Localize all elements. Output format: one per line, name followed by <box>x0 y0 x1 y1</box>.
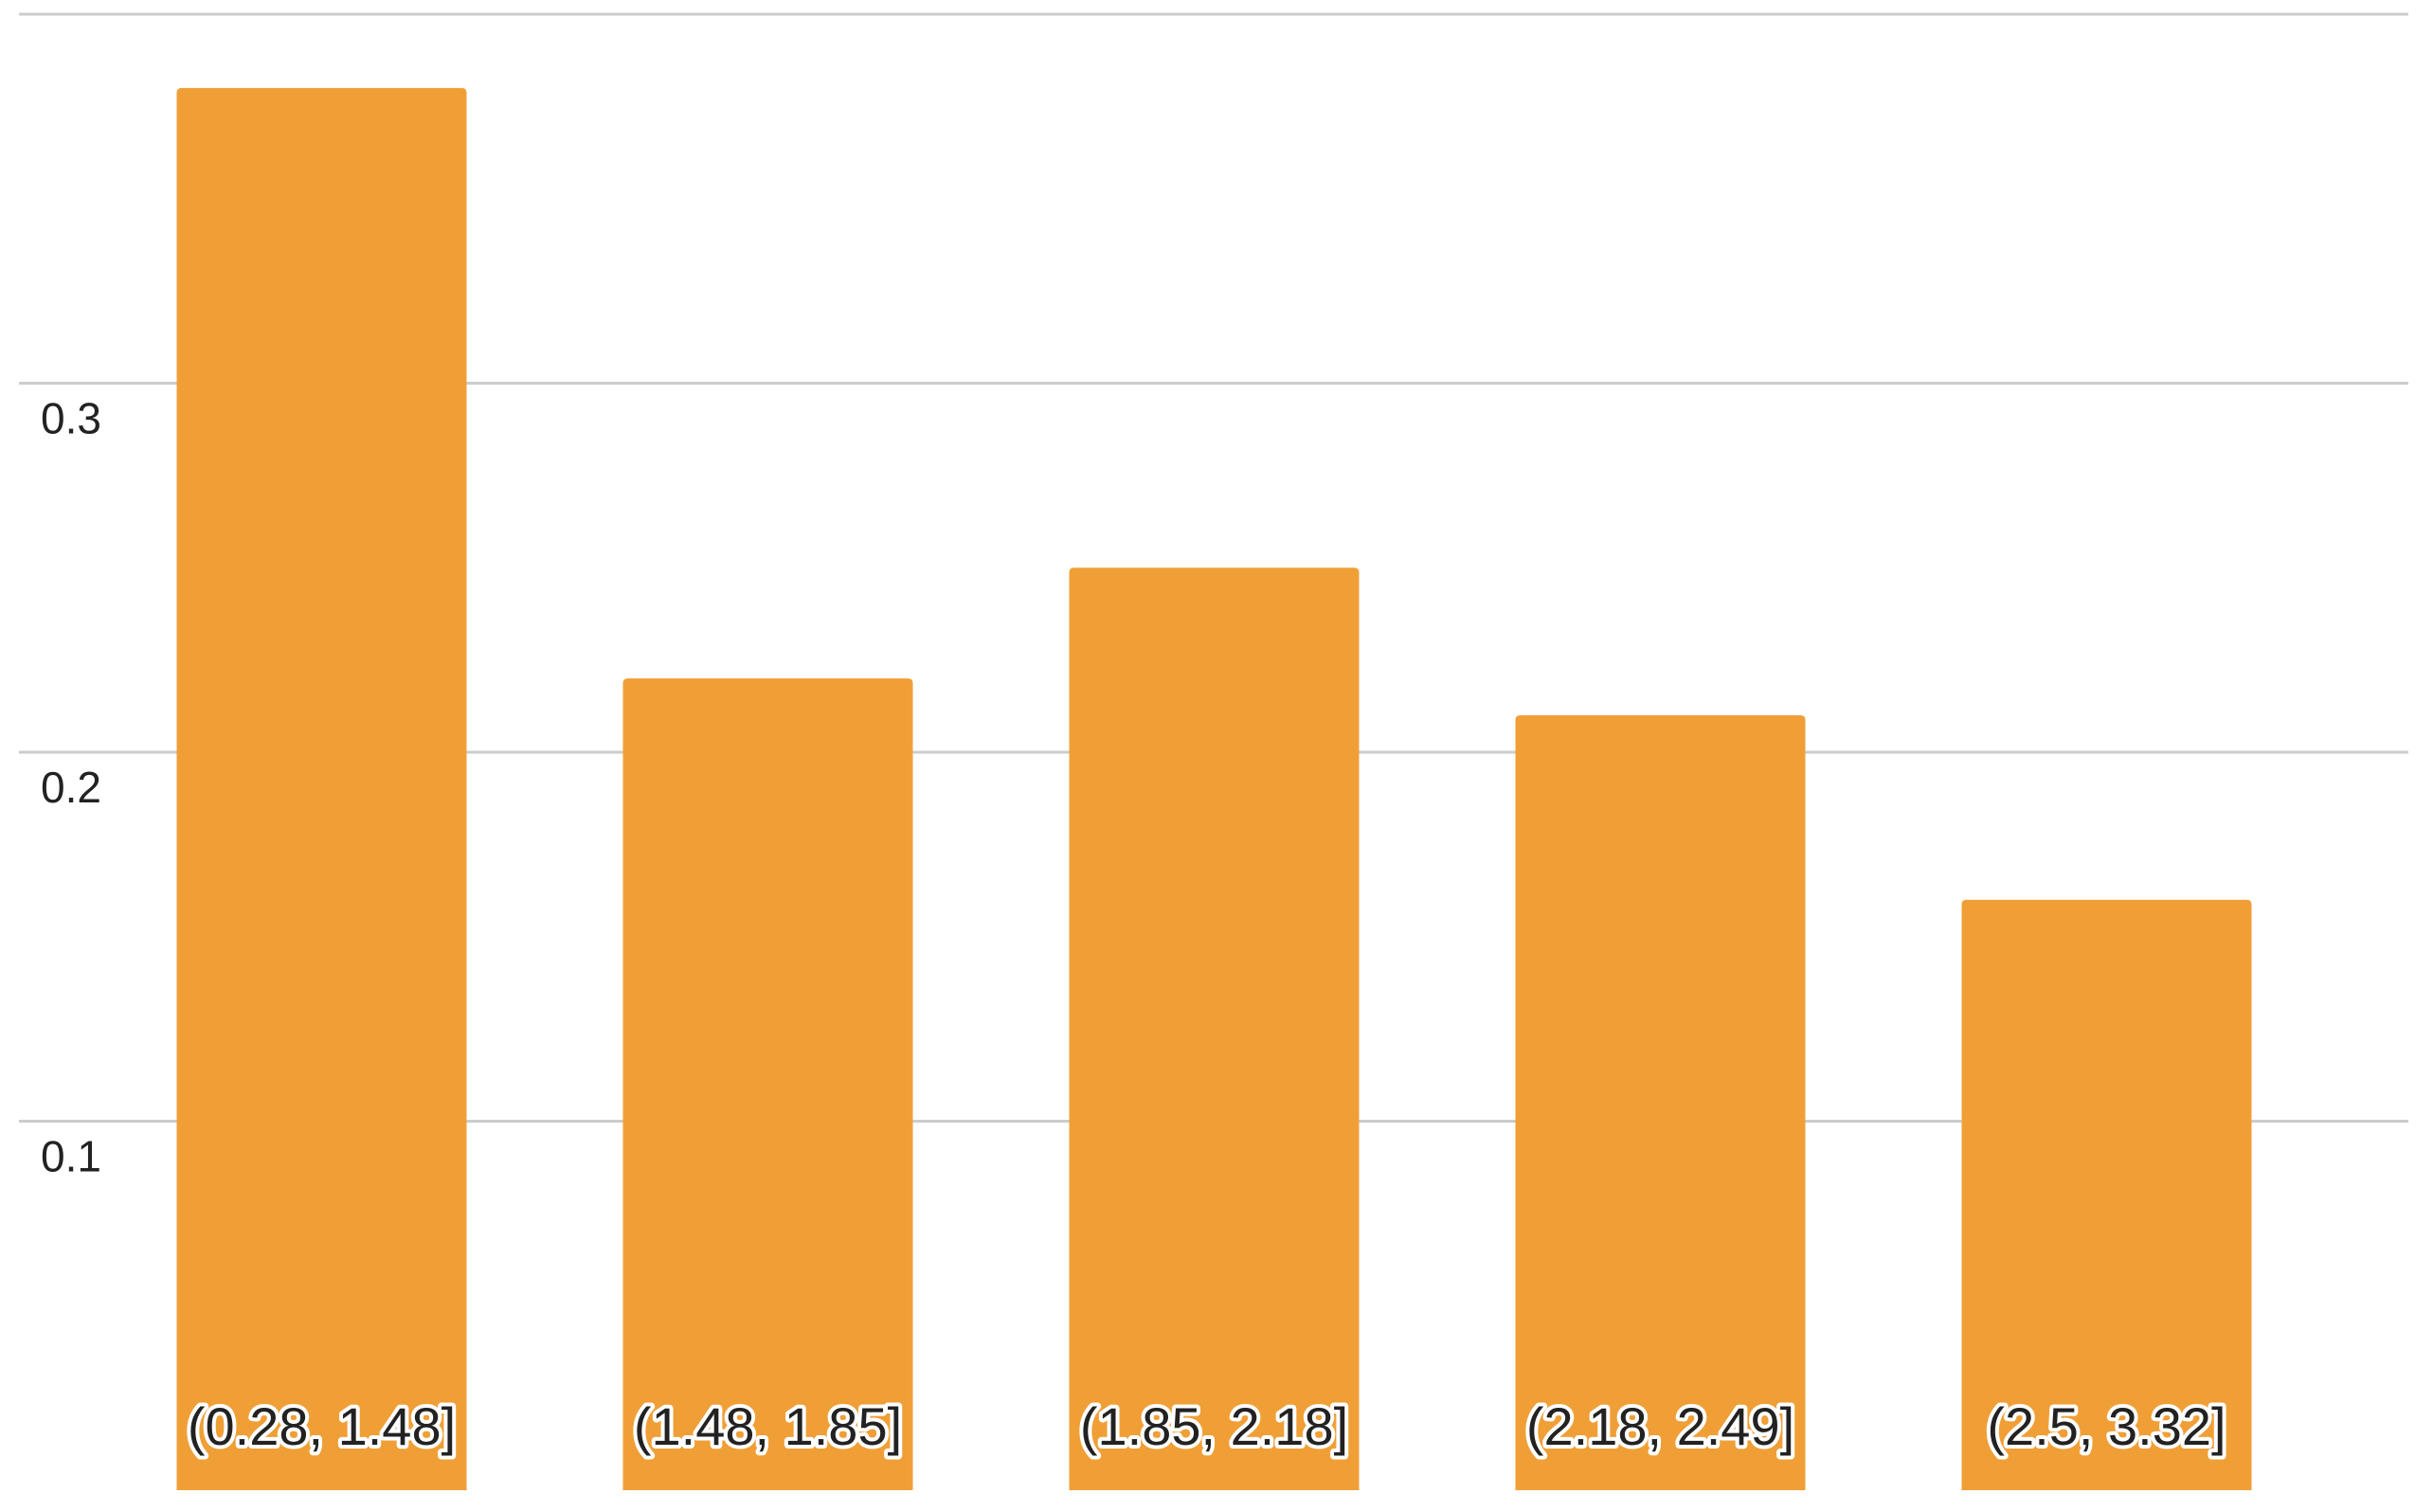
bar <box>1961 899 2252 1490</box>
x-tick-label: (2.5, 3.32] <box>1987 1396 2226 1456</box>
y-tick-label: 0.1 <box>41 1132 101 1181</box>
bar <box>622 678 913 1490</box>
x-tick-label: (1.48, 1.85] <box>634 1396 902 1456</box>
y-tick-label: 0.2 <box>41 763 101 812</box>
x-tick-label: (0.28, 1.48] <box>188 1396 456 1456</box>
x-tick-label: (1.85, 2.18] <box>1080 1396 1348 1456</box>
y-tick-label: 0.3 <box>41 394 101 443</box>
bar <box>176 87 467 1490</box>
bar <box>1069 567 1360 1490</box>
x-tick-label: (2.18, 2.49] <box>1526 1396 1794 1456</box>
bar <box>1515 715 1806 1490</box>
